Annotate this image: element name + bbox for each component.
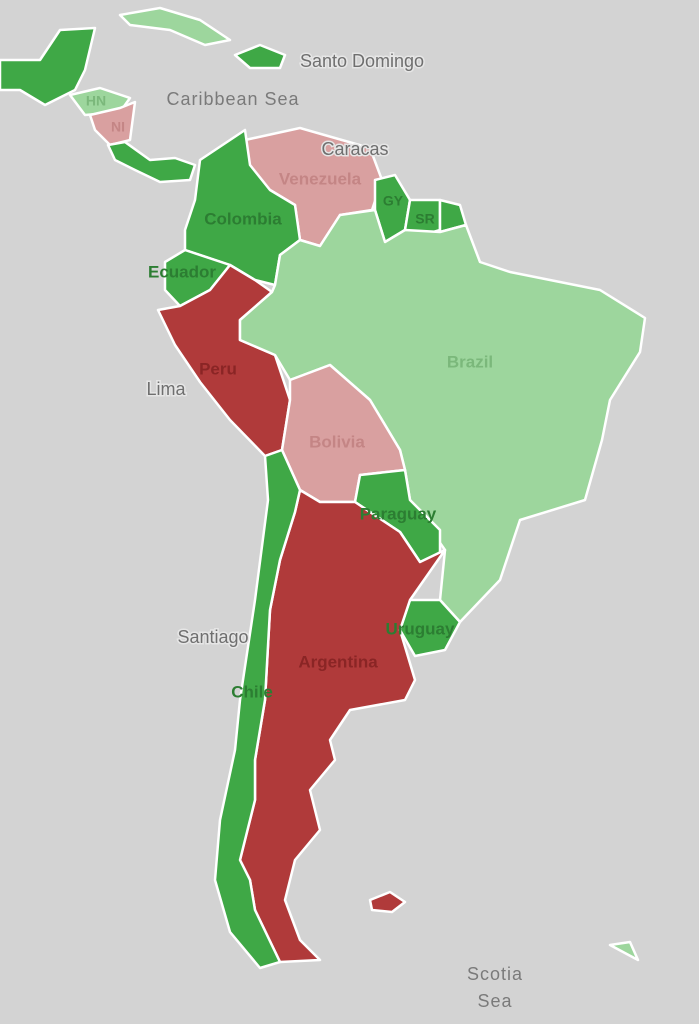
country-label: SR xyxy=(415,211,434,227)
falklands xyxy=(368,890,407,914)
country-label: Colombia xyxy=(204,209,282,228)
guatemala-belize xyxy=(0,26,97,107)
country-label: Uruguay xyxy=(386,619,456,638)
city-label: Santiago xyxy=(177,627,248,647)
cuba xyxy=(118,6,232,47)
chile xyxy=(213,448,302,970)
country-label: Argentina xyxy=(298,652,378,671)
country-label: NI xyxy=(111,119,125,135)
hispaniola xyxy=(233,43,287,70)
country-label: Venezuela xyxy=(279,169,362,188)
south-georgia xyxy=(608,940,640,962)
country-label: GY xyxy=(383,193,404,209)
country-label: HN xyxy=(86,93,106,109)
country-label: Brazil xyxy=(447,352,493,371)
costa-rica-panama xyxy=(106,140,197,184)
city-label: Santo Domingo xyxy=(300,51,424,71)
country-label: Bolivia xyxy=(309,432,365,451)
country-label: Chile xyxy=(231,682,273,701)
country-label: Paraguay xyxy=(360,504,437,523)
nicaragua xyxy=(88,100,137,147)
country-label: Peru xyxy=(199,359,237,378)
city-label: Caracas xyxy=(321,139,388,159)
city-label: Lima xyxy=(146,379,186,399)
country-label: Ecuador xyxy=(148,262,216,281)
sea-label: Scotia xyxy=(467,964,523,984)
sea-label: Caribbean Sea xyxy=(166,89,299,109)
sea-label: Sea xyxy=(477,991,512,1011)
